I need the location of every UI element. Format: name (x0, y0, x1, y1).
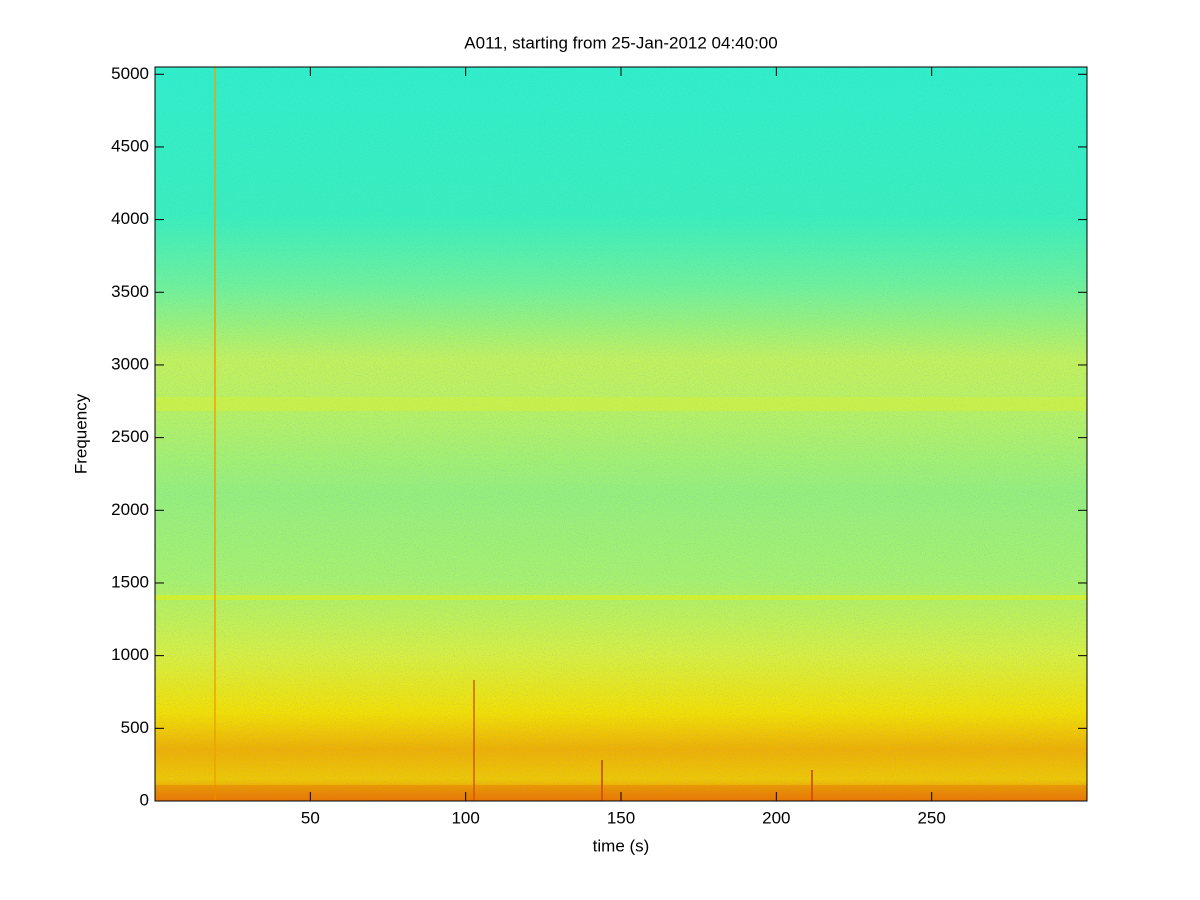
y-tick-label: 3000 (111, 354, 149, 373)
spectrogram-image (155, 67, 1087, 801)
x-axis-label: time (s) (593, 836, 650, 855)
y-axis-label: Frequency (71, 393, 90, 474)
x-tick-label: 50 (301, 808, 320, 827)
x-tick-label: 250 (917, 808, 945, 827)
y-tick-label: 4000 (111, 209, 149, 228)
x-tick-label: 150 (607, 808, 635, 827)
y-tick-label: 1000 (111, 645, 149, 664)
x-tick-label: 100 (451, 808, 479, 827)
y-tick-label: 4500 (111, 136, 149, 155)
y-tick-label: 500 (121, 718, 149, 737)
y-tick-label: 1500 (111, 572, 149, 591)
y-tick-label: 2500 (111, 427, 149, 446)
chart-title: A011, starting from 25-Jan-2012 04:40:00 (464, 33, 777, 52)
x-tick-label: 200 (762, 808, 790, 827)
y-tick-label: 2000 (111, 500, 149, 519)
y-tick-label: 5000 (111, 64, 149, 83)
y-tick-label: 0 (140, 790, 149, 809)
y-tick-label: 3500 (111, 282, 149, 301)
